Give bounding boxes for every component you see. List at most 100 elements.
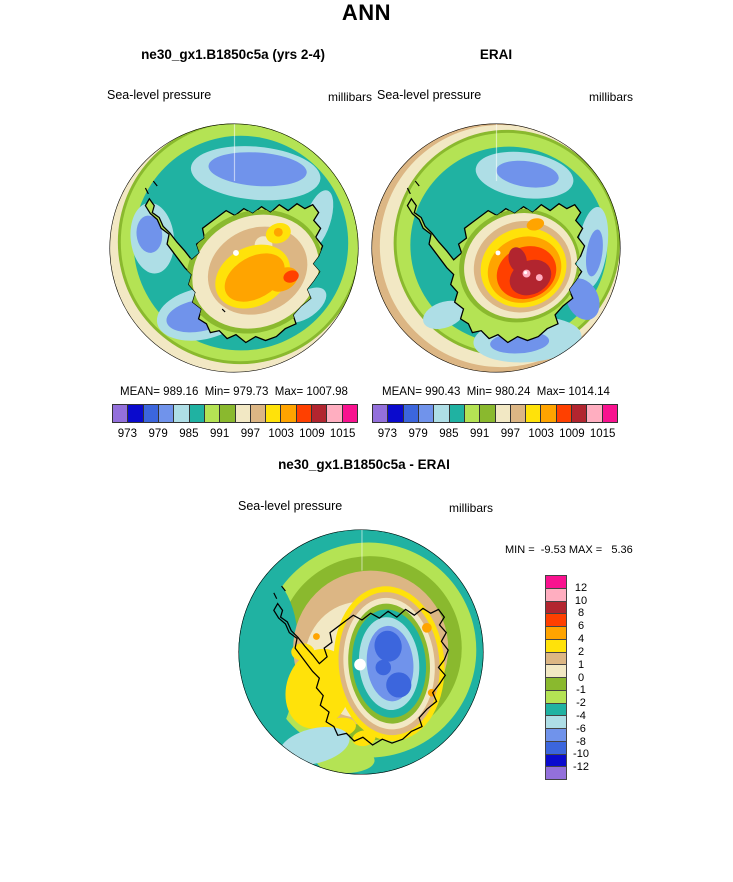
pole-marker — [354, 658, 366, 671]
model-continent-interior — [186, 209, 323, 334]
colorbar-tick: -6 — [576, 722, 586, 735]
colorbar-swatch — [545, 689, 567, 704]
colorbar-swatch — [387, 404, 404, 423]
colorbar-swatch — [545, 702, 567, 717]
colorbar-tick: 985 — [439, 428, 459, 440]
colorbar-tick: 973 — [377, 428, 397, 440]
colorbar-tick: -8 — [576, 735, 586, 748]
reference-units-label: millibars — [588, 90, 633, 104]
colorbar-swatch — [545, 766, 567, 780]
colorbar-tick: 1003 — [268, 428, 294, 440]
colorbar-tick: 979 — [408, 428, 428, 440]
colorbar-swatch — [433, 404, 450, 423]
colorbar-swatch — [311, 404, 328, 423]
colorbar-swatch — [545, 715, 567, 729]
colorbar-tick: 991 — [470, 428, 490, 440]
page-title: ANN — [341, 0, 392, 25]
reference-map — [371, 123, 621, 373]
colorbar-tick: 8 — [577, 607, 585, 620]
orange-spot — [422, 622, 432, 633]
diff-colorbar-ticks: 12 10 8 6 4 2 1 0 -1 -2 -4 -6 -8 -10 -12 — [566, 575, 596, 780]
model-field-label: Sea-level pressure — [107, 88, 212, 102]
colorbar-swatch — [326, 404, 343, 423]
colorbar-swatch — [540, 404, 557, 423]
colorbar-tick: 997 — [500, 428, 520, 440]
reference-stats: MEAN= 990.43 Min= 980.24 Max= 1014.14 — [382, 386, 610, 398]
colorbar-tick: 0 — [577, 671, 585, 684]
colorbar-swatch — [112, 404, 129, 423]
colorbar-swatch — [555, 404, 573, 423]
colorbar-swatch — [545, 626, 567, 640]
colorbar-swatch — [545, 587, 567, 602]
colorbar-swatch — [545, 600, 567, 615]
colorbar-swatch — [417, 404, 435, 423]
colorbar-swatch — [545, 575, 567, 589]
colorbar-swatch — [545, 728, 567, 742]
colorbar-swatch — [525, 404, 542, 423]
colorbar-tick: 1015 — [329, 428, 356, 440]
pole-marker — [495, 250, 501, 256]
colorbar-swatch — [571, 404, 588, 423]
colorbar-tick: -4 — [576, 709, 586, 722]
reference-continent-interior — [459, 209, 581, 323]
colorbar-tick: 6 — [577, 620, 585, 633]
small-islands — [144, 180, 226, 313]
colorbar-tick: 1009 — [559, 428, 585, 440]
colorbar-swatch — [295, 404, 313, 423]
colorbar-tick: -10 — [573, 748, 589, 761]
difference-map — [238, 529, 484, 775]
colorbar-swatch — [127, 404, 144, 423]
reference-map-field — [371, 123, 621, 373]
pole-marker — [233, 249, 239, 256]
colorbar-tick: 1 — [577, 658, 585, 671]
colorbar-tick: 997 — [240, 428, 260, 440]
pressure-colorbar-ticks-model: 973 979 985 991 997 1003 1009 1015 — [112, 428, 358, 442]
colorbar-swatch — [142, 404, 159, 423]
colorbar-swatch — [545, 677, 567, 691]
difference-units-label: millibars — [448, 501, 493, 515]
colorbar-swatch — [249, 404, 267, 423]
model-panel-title: ne30_gx1.B1850c5a (yrs 2-4) — [141, 47, 325, 62]
model-stats: MEAN= 989.16 Min= 979.73 Max= 1007.98 — [120, 386, 348, 398]
colorbar-swatch — [545, 753, 567, 768]
colorbar-swatch — [601, 404, 618, 423]
orange-spot — [313, 633, 320, 640]
diff-colorbar — [545, 575, 567, 780]
colorbar-tick: -12 — [573, 761, 589, 774]
colorbar-swatch — [448, 404, 465, 423]
model-units-label: millibars — [327, 90, 372, 104]
pale-cyan-blob — [279, 726, 350, 765]
small-islands — [406, 180, 420, 195]
colorbar-swatch — [545, 664, 567, 678]
reference-field-label: Sea-level pressure — [377, 88, 482, 102]
model-map-field — [109, 123, 359, 373]
colorbar-tick: 1003 — [528, 428, 554, 440]
colorbar-tick: 991 — [210, 428, 230, 440]
colorbar-swatch — [173, 404, 190, 423]
difference-minmax: MIN = -9.53 MAX = 5.36 — [505, 544, 633, 556]
colorbar-tick: 985 — [179, 428, 199, 440]
colorbar-swatch — [203, 404, 221, 423]
small-islands — [273, 585, 286, 599]
colorbar-swatch — [479, 404, 496, 423]
colorbar-tick: 979 — [148, 428, 168, 440]
colorbar-swatch — [157, 404, 175, 423]
colorbar-tick: -1 — [576, 684, 586, 697]
colorbar-tick: 1015 — [589, 428, 616, 440]
colorbar-swatch — [219, 404, 236, 423]
reference-panel-title: ERAI — [479, 47, 513, 62]
colorbar-tick: 10 — [574, 594, 588, 607]
colorbar-swatch — [341, 404, 358, 423]
colorbar-swatch — [494, 404, 511, 423]
model-map — [109, 123, 359, 373]
colorbar-tick: 973 — [117, 428, 137, 440]
colorbar-tick: 4 — [577, 633, 585, 646]
colorbar-swatch — [545, 613, 567, 627]
colorbar-swatch — [586, 404, 603, 423]
pressure-colorbar-ticks-reference: 973 979 985 991 997 1003 1009 1015 — [372, 428, 618, 442]
colorbar-tick: 12 — [574, 581, 588, 594]
colorbar-swatch — [545, 651, 567, 666]
difference-map-field — [238, 529, 484, 775]
colorbar-tick: 1009 — [299, 428, 325, 440]
